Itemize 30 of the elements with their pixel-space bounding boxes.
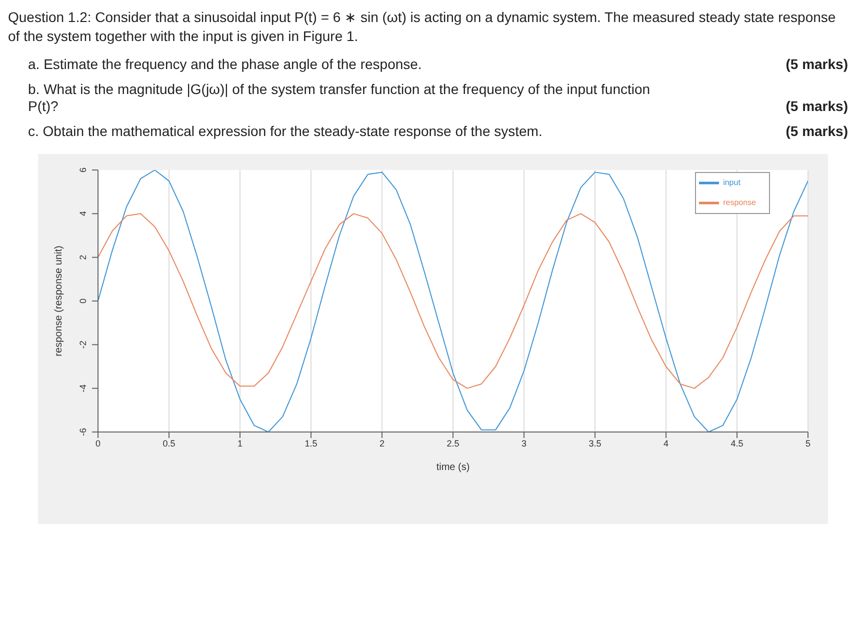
text: (5 marks) bbox=[786, 98, 848, 115]
x-axis-title: time (s) bbox=[436, 462, 470, 473]
y-tick-label: 2 bbox=[78, 254, 88, 260]
x-tick-label: 4 bbox=[663, 438, 669, 448]
legend-label: input bbox=[723, 178, 740, 188]
y-tick-label: 0 bbox=[78, 298, 88, 304]
text: (5 marks) bbox=[786, 123, 848, 140]
x-tick-label: 2.5 bbox=[446, 438, 460, 448]
chart-title: Question 1.2: Consider that a sinusoidal input P(t) = 6 ∗ sin (ωt) is acting on a dynamic system. The measured steady state response of the system together with the input is given in Figure 1. bbox=[8, 8, 837, 46]
line-series bbox=[98, 213, 808, 389]
legend-label: response bbox=[723, 198, 756, 208]
x-tick-label: 4.5 bbox=[730, 438, 744, 448]
x-tick-label: 3.5 bbox=[588, 438, 602, 448]
y-tick-label: -6 bbox=[78, 428, 88, 436]
y-tick-label: -2 bbox=[78, 340, 88, 349]
x-tick-label: 5 bbox=[805, 438, 811, 448]
y-tick-label: -4 bbox=[78, 384, 88, 392]
x-tick-label: 3 bbox=[521, 438, 527, 448]
x-tick-label: 2 bbox=[379, 438, 385, 448]
x-tick-label: 0 bbox=[95, 438, 101, 448]
text: a. Estimate the frequency and the phase angle of the response. bbox=[28, 56, 422, 73]
y-tick-label: 4 bbox=[78, 211, 88, 216]
x-tick-label: 1 bbox=[237, 438, 243, 448]
y-tick-label: 6 bbox=[78, 167, 88, 173]
x-tick-label: 0.5 bbox=[162, 438, 176, 448]
text: c. Obtain the mathematical expression for the steady-state response of the system. bbox=[28, 123, 542, 140]
x-tick-label: 1.5 bbox=[304, 438, 318, 448]
text: b. What is the magnitude |G(jω)| of the system transfer function at the frequency of the input function P(t)? bbox=[28, 81, 652, 115]
y-axis-title: response (response unit) bbox=[54, 246, 65, 356]
text: (5 marks) bbox=[786, 56, 848, 73]
